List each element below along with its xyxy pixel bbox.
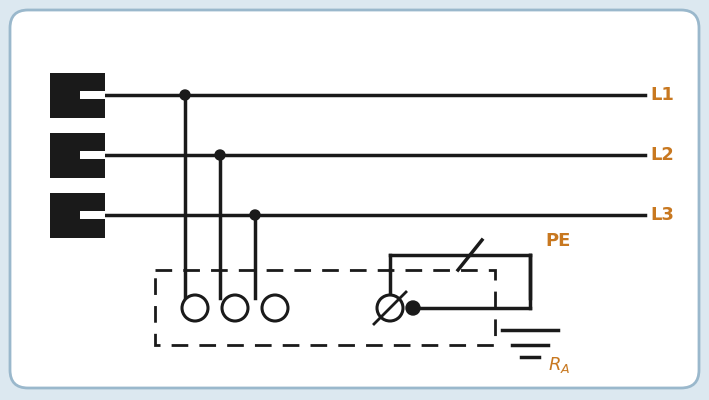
Bar — [50, 72, 105, 118]
Circle shape — [406, 301, 420, 315]
Circle shape — [182, 295, 208, 321]
FancyBboxPatch shape — [10, 10, 699, 388]
Circle shape — [222, 295, 248, 321]
Bar — [155, 270, 495, 345]
Circle shape — [262, 295, 288, 321]
Circle shape — [215, 150, 225, 160]
Bar — [50, 192, 105, 238]
Bar — [80, 91, 105, 99]
Bar — [80, 151, 105, 159]
Circle shape — [180, 90, 190, 100]
Bar — [80, 211, 105, 219]
Text: L1: L1 — [650, 86, 674, 104]
Text: L3: L3 — [650, 206, 674, 224]
Bar — [50, 132, 105, 178]
Text: PE: PE — [545, 232, 570, 250]
Text: $R_A$: $R_A$ — [548, 355, 570, 375]
Text: L2: L2 — [650, 146, 674, 164]
Circle shape — [250, 210, 260, 220]
Circle shape — [377, 295, 403, 321]
